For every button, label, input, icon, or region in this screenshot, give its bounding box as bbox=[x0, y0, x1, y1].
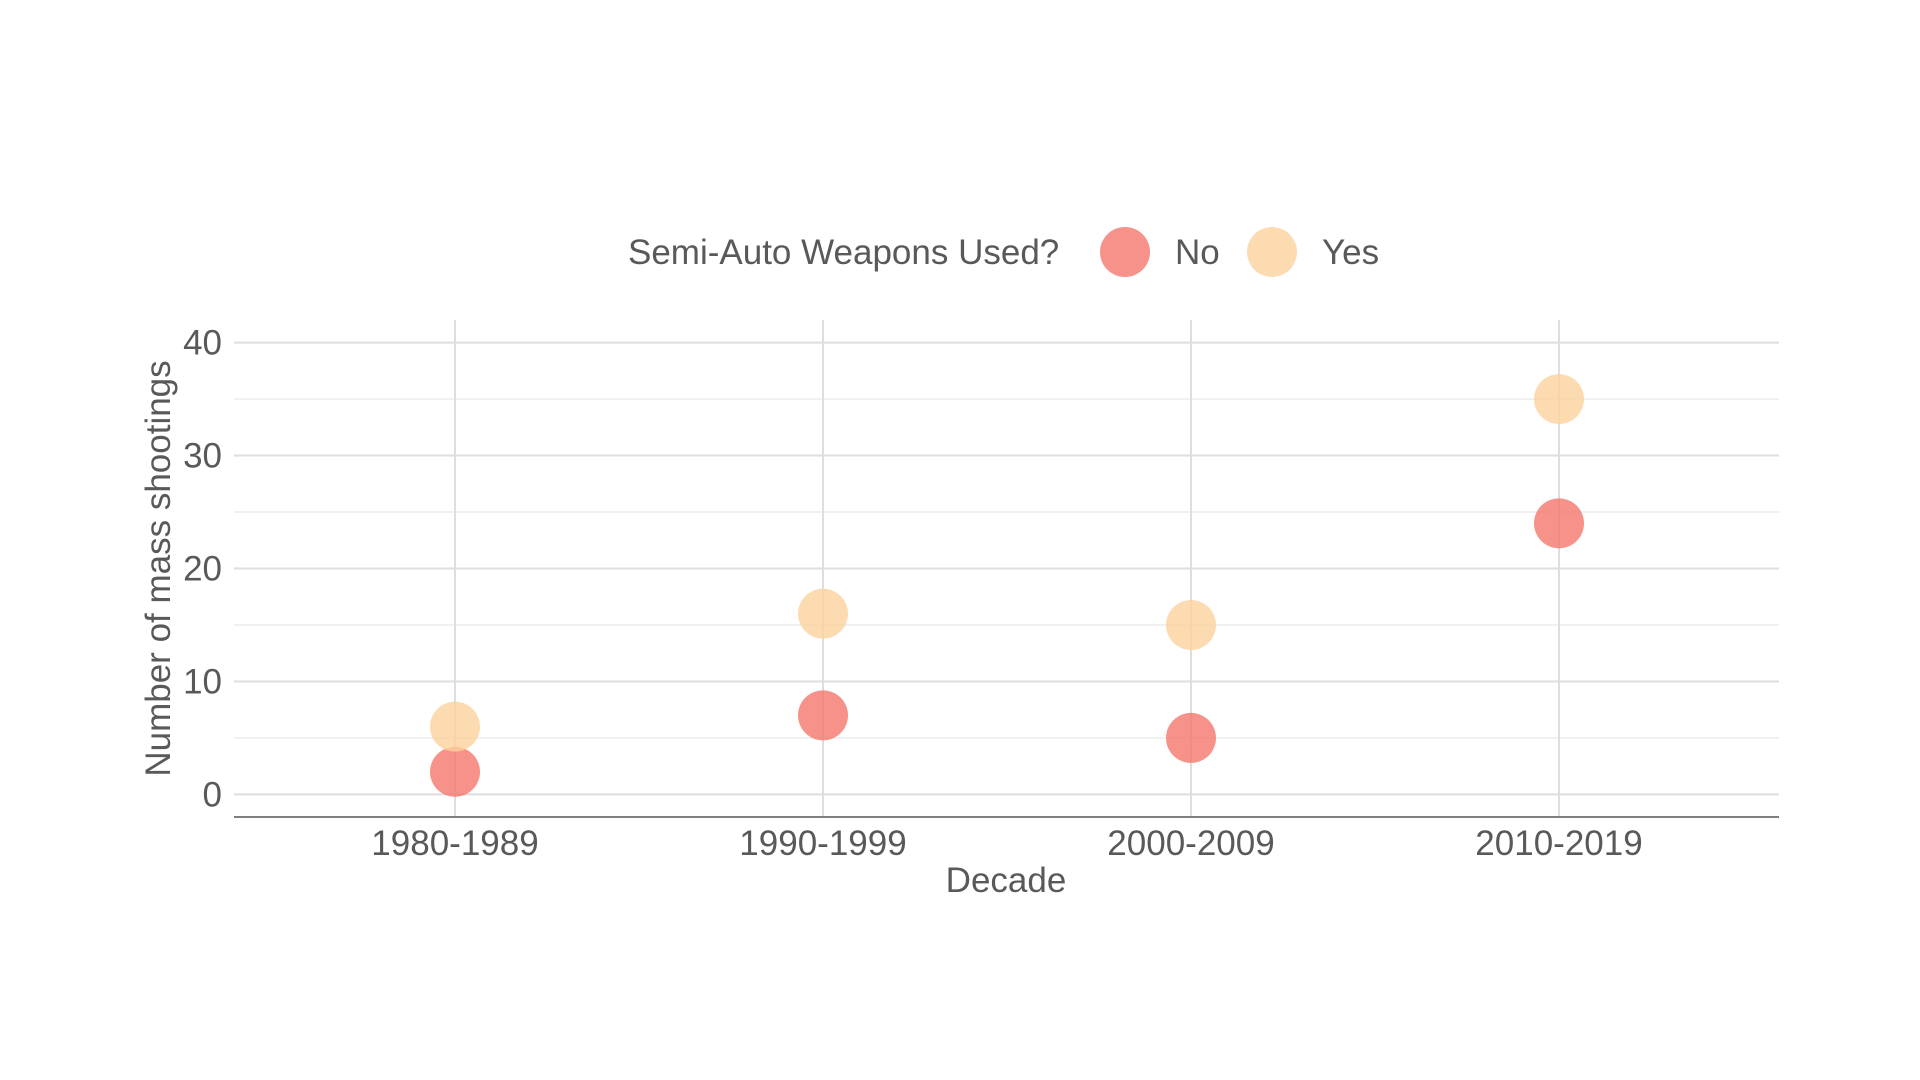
y-tick-label: 10 bbox=[183, 662, 222, 701]
x-axis-title: Decade bbox=[946, 861, 1067, 900]
legend-label-no: No bbox=[1175, 233, 1220, 272]
x-tick-label: 1980-1989 bbox=[371, 824, 538, 863]
legend-items: No Yes bbox=[1100, 227, 1379, 277]
point-no-1980-1989 bbox=[430, 746, 480, 797]
y-tick-label: 0 bbox=[203, 775, 222, 814]
legend-swatch-yes bbox=[1247, 227, 1297, 277]
y-tick-label: 30 bbox=[183, 437, 222, 476]
y-tick-label: 20 bbox=[183, 550, 222, 589]
point-no-2010-2019 bbox=[1534, 498, 1584, 549]
y-axis-ticks: 0 10 20 30 40 bbox=[183, 324, 222, 815]
point-no-1990-1999 bbox=[798, 690, 848, 741]
x-tick-label: 1990-1999 bbox=[739, 824, 906, 863]
legend-swatch-no bbox=[1100, 227, 1150, 277]
x-tick-label: 2000-2009 bbox=[1107, 824, 1274, 863]
legend: Semi-Auto Weapons Used? No Yes bbox=[628, 227, 1379, 277]
point-no-2000-2009 bbox=[1166, 712, 1216, 763]
point-yes-1980-1989 bbox=[430, 701, 480, 752]
data-points bbox=[430, 374, 1584, 797]
legend-label-yes: Yes bbox=[1322, 233, 1379, 272]
point-yes-2000-2009 bbox=[1166, 599, 1216, 650]
point-yes-2010-2019 bbox=[1534, 374, 1584, 425]
point-yes-1990-1999 bbox=[798, 588, 848, 639]
grid-lines bbox=[234, 320, 1779, 817]
y-tick-label: 40 bbox=[183, 324, 222, 363]
x-tick-label: 2010-2019 bbox=[1475, 824, 1642, 863]
legend-title: Semi-Auto Weapons Used? bbox=[628, 233, 1059, 272]
x-axis-ticks: 1980-1989 1990-1999 2000-2009 2010-2019 bbox=[371, 824, 1642, 863]
y-axis-title: Number of mass shootings bbox=[139, 360, 178, 776]
